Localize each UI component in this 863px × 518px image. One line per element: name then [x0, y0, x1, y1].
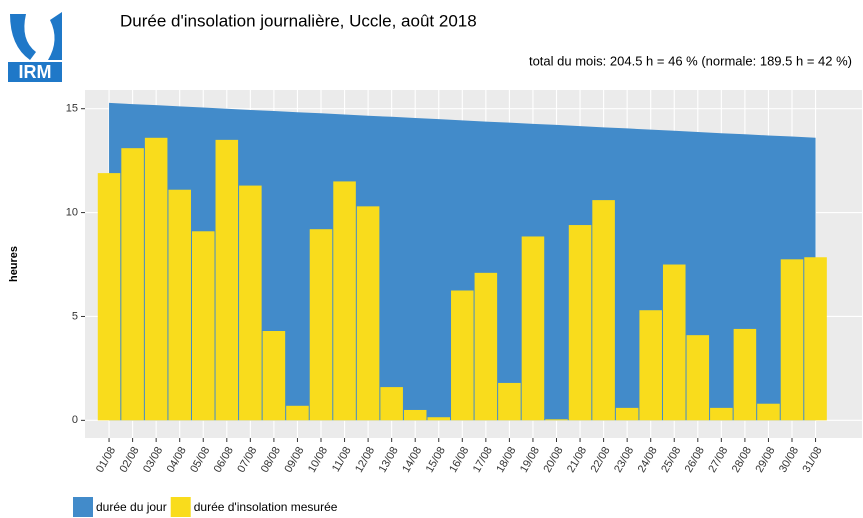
bar [144, 137, 168, 421]
x-tick-label: 12/08 [353, 445, 377, 475]
day-length-area [109, 102, 816, 421]
bar [710, 407, 733, 421]
x-tick-label: 24/08 [636, 445, 660, 475]
chart-title: Durée d'insolation journalière, Uccle, a… [120, 11, 477, 30]
x-tick-label: 31/08 [801, 445, 825, 475]
x-tick-label: 16/08 [447, 445, 471, 475]
x-tick-label: 22/08 [589, 445, 613, 475]
bar [121, 148, 144, 421]
bar [498, 382, 521, 421]
x-tick-label: 08/08 [259, 445, 283, 475]
bar [168, 189, 191, 421]
x-tick-label: 03/08 [141, 445, 165, 475]
x-tick-label: 21/08 [565, 445, 589, 475]
x-tick-label: 17/08 [471, 445, 495, 475]
bar [592, 200, 615, 421]
logo: IRM [8, 12, 62, 82]
x-tick-label: 06/08 [212, 445, 236, 475]
x-tick-label: 11/08 [330, 445, 354, 474]
bar [451, 290, 474, 421]
chart-subtitle: total du mois: 204.5 h = 46 % (normale: … [529, 53, 852, 68]
bar [239, 185, 262, 421]
x-tick-label: 14/08 [400, 445, 424, 475]
bar [733, 328, 757, 421]
x-tick-label: 29/08 [753, 445, 777, 475]
bar [639, 310, 662, 421]
legend-label: durée d'insolation mesurée [194, 500, 338, 514]
bar [309, 229, 333, 421]
bar [545, 419, 568, 421]
legend-swatch [73, 497, 93, 517]
x-tick-label: 13/08 [377, 445, 401, 475]
bar [686, 335, 710, 421]
bar [757, 403, 780, 421]
x-tick-label: 05/08 [188, 445, 212, 475]
bar [286, 405, 309, 421]
bar [615, 407, 639, 421]
x-tick-label: 25/08 [659, 445, 683, 475]
bar [262, 331, 286, 421]
bar [380, 387, 403, 421]
x-tick-label: 23/08 [612, 445, 636, 475]
bar [568, 225, 592, 421]
x-tick-label: 15/08 [424, 445, 448, 475]
y-tick-label: 15 [66, 103, 78, 115]
x-tick-label: 09/08 [282, 445, 306, 475]
y-axis-label: heures [8, 246, 20, 282]
x-tick-label: 04/08 [165, 445, 189, 475]
bar [427, 417, 451, 421]
x-tick-label: 19/08 [518, 445, 542, 475]
bar [215, 139, 239, 421]
x-tick-label: 18/08 [494, 445, 518, 475]
bar [356, 206, 380, 421]
x-tick-label: 02/08 [118, 445, 142, 475]
bar [521, 236, 545, 421]
bar [474, 272, 498, 421]
bar [804, 257, 827, 421]
legend-label: durée du jour [96, 500, 167, 514]
bar [333, 181, 356, 421]
x-tick-label: 07/08 [235, 445, 259, 475]
bar [403, 409, 427, 421]
y-tick-label: 10 [66, 206, 78, 218]
x-tick-label: 10/08 [306, 445, 330, 475]
x-tick-label: 30/08 [777, 445, 801, 475]
legend-swatch [170, 497, 191, 517]
y-tick-label: 0 [72, 414, 78, 426]
x-tick-label: 26/08 [683, 445, 707, 475]
x-tick-label: 27/08 [706, 445, 730, 475]
x-tick-label: 28/08 [730, 445, 754, 475]
x-tick-label: 01/08 [94, 445, 118, 475]
x-tick-label: 20/08 [541, 445, 565, 475]
logo-text: IRM [19, 62, 52, 82]
bar [662, 264, 686, 421]
bar [780, 259, 804, 421]
y-tick-label: 5 [72, 310, 78, 322]
bar [97, 173, 121, 421]
bar [191, 231, 215, 421]
